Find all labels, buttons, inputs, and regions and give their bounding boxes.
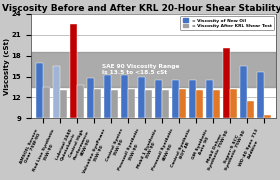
Bar bbox=[43, 87, 50, 118]
Bar bbox=[179, 89, 186, 118]
Bar bbox=[155, 80, 162, 118]
Bar bbox=[104, 75, 111, 118]
Bar bbox=[53, 66, 60, 118]
Bar bbox=[230, 89, 237, 118]
Bar bbox=[240, 66, 247, 118]
Bar bbox=[111, 90, 118, 118]
Bar bbox=[77, 85, 84, 118]
Bar bbox=[247, 101, 254, 118]
Bar bbox=[60, 91, 67, 118]
Bar bbox=[206, 80, 213, 118]
Bar bbox=[145, 90, 152, 118]
Bar bbox=[223, 48, 230, 118]
Bar bbox=[257, 72, 264, 118]
Bar bbox=[70, 24, 77, 118]
Bar bbox=[264, 115, 271, 118]
Bar bbox=[128, 89, 135, 118]
Legend: = Viscosity of New Oil, = Viscosity After KRL Shear Test: = Viscosity of New Oil, = Viscosity Afte… bbox=[180, 16, 274, 30]
Bar bbox=[121, 75, 128, 118]
Bar bbox=[36, 63, 43, 118]
Bar bbox=[94, 89, 101, 118]
Bar bbox=[87, 78, 94, 118]
Bar bbox=[213, 91, 220, 118]
Bar bbox=[162, 91, 169, 118]
Title: Viscosity Before and After KRL 20-Hour Shear Stability Test: Viscosity Before and After KRL 20-Hour S… bbox=[2, 4, 280, 13]
Bar bbox=[31, 52, 276, 87]
Bar bbox=[172, 80, 179, 118]
Y-axis label: Viscosity (cSt): Viscosity (cSt) bbox=[4, 38, 10, 95]
Bar bbox=[196, 90, 203, 118]
Bar bbox=[189, 80, 196, 118]
Text: SAE 90 Viscosity Range
Is 13.5 to <18.5 cSt: SAE 90 Viscosity Range Is 13.5 to <18.5 … bbox=[102, 64, 179, 75]
Bar bbox=[138, 76, 145, 118]
